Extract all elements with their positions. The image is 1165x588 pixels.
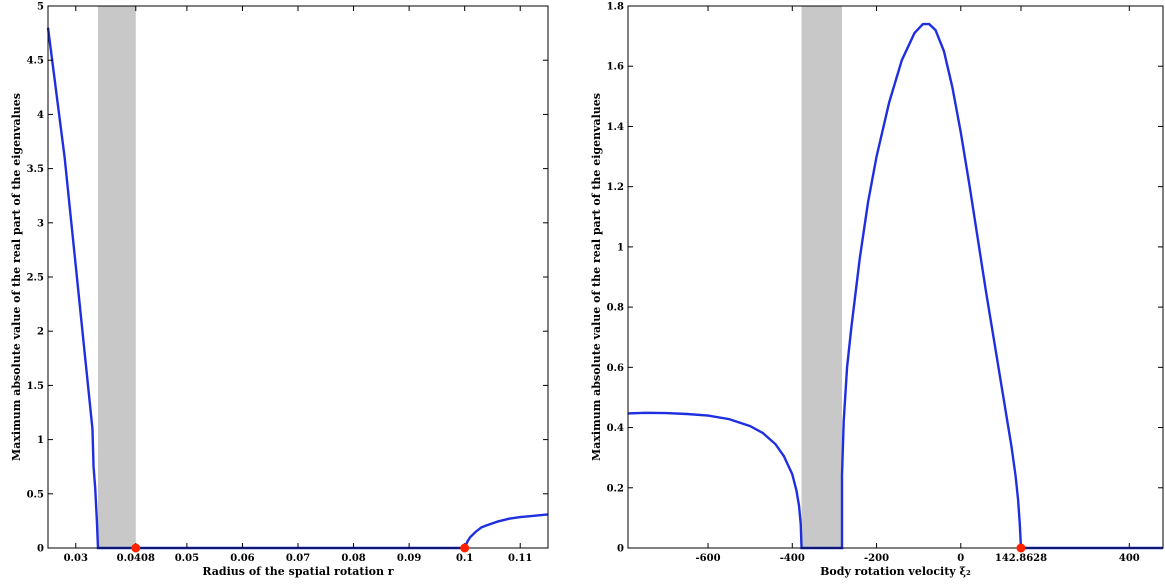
y-tick-label: 0 bbox=[37, 544, 44, 555]
x-tick-label: 0 bbox=[957, 553, 964, 564]
y-tick-label: 0.5 bbox=[27, 489, 44, 500]
y-tick-label: 1.5 bbox=[27, 381, 44, 392]
x-tick-label: 0.11 bbox=[508, 553, 532, 564]
y-tick-label: 3.5 bbox=[27, 164, 44, 175]
y-tick-label: 1.4 bbox=[607, 122, 624, 133]
y-tick-label: 0 bbox=[617, 544, 624, 555]
x-tick-label: 0.08 bbox=[341, 553, 365, 564]
y-tick-label: 0.4 bbox=[607, 423, 624, 434]
x-axis-label: Body rotation velocity ξ₂ bbox=[820, 565, 971, 578]
x-tick-label: -600 bbox=[696, 553, 721, 564]
y-tick-label: 0.8 bbox=[607, 303, 624, 314]
y-tick-label: 1.8 bbox=[607, 2, 624, 13]
y-tick-label: 5 bbox=[37, 2, 44, 13]
y-tick-label: 2 bbox=[37, 327, 44, 338]
critical-point-marker bbox=[460, 543, 470, 553]
x-tick-label: -200 bbox=[864, 553, 889, 564]
y-tick-label: 4 bbox=[37, 110, 44, 121]
y-axis-label: Maximum absolute value of the real part … bbox=[10, 93, 23, 461]
shaded-band bbox=[801, 6, 842, 548]
x-tick-label: 0.1 bbox=[456, 553, 473, 564]
y-axis-label: Maximum absolute value of the real part … bbox=[590, 93, 603, 461]
x-tick-label: 0.07 bbox=[286, 553, 310, 564]
x-tick-label: 0.06 bbox=[230, 553, 254, 564]
y-tick-label: 4.5 bbox=[27, 56, 44, 67]
x-tick-label: 0.09 bbox=[397, 553, 421, 564]
critical-point-marker bbox=[1016, 543, 1026, 553]
x-tick-label: 142.8628 bbox=[995, 553, 1047, 564]
y-tick-label: 0.6 bbox=[607, 363, 624, 374]
x-axis-label: Radius of the spatial rotation r bbox=[202, 565, 393, 578]
y-tick-label: 2.5 bbox=[27, 273, 44, 284]
y-tick-label: 1 bbox=[617, 242, 624, 253]
x-tick-label: 400 bbox=[1119, 553, 1140, 564]
x-tick-label: -400 bbox=[780, 553, 805, 564]
x-tick-label: 0.0408 bbox=[117, 553, 155, 564]
chart-1: 0.03 0.0408 0.05 0.06 0.07 0.08 0.09 0.1 0.11 0 0.… bbox=[10, 2, 549, 578]
critical-point-marker bbox=[131, 543, 141, 553]
series-line-1 bbox=[627, 22, 1163, 550]
y-tick-label: 3 bbox=[37, 218, 44, 229]
y-tick-label: 1.6 bbox=[607, 62, 624, 73]
y-tick-label: 0.2 bbox=[607, 483, 624, 494]
y-tick-label: 1.2 bbox=[607, 182, 624, 193]
x-tick-label: 0.05 bbox=[175, 553, 199, 564]
shaded-band bbox=[98, 6, 136, 548]
y-tick-label: 1 bbox=[37, 435, 44, 446]
x-tick-label: 0.03 bbox=[64, 553, 88, 564]
chart-2: -600 -400 -200 0 142.8628 400 0 0.2 0.4 0.6 0.8 1 1.… bbox=[590, 2, 1164, 578]
axes-box bbox=[627, 5, 1164, 549]
